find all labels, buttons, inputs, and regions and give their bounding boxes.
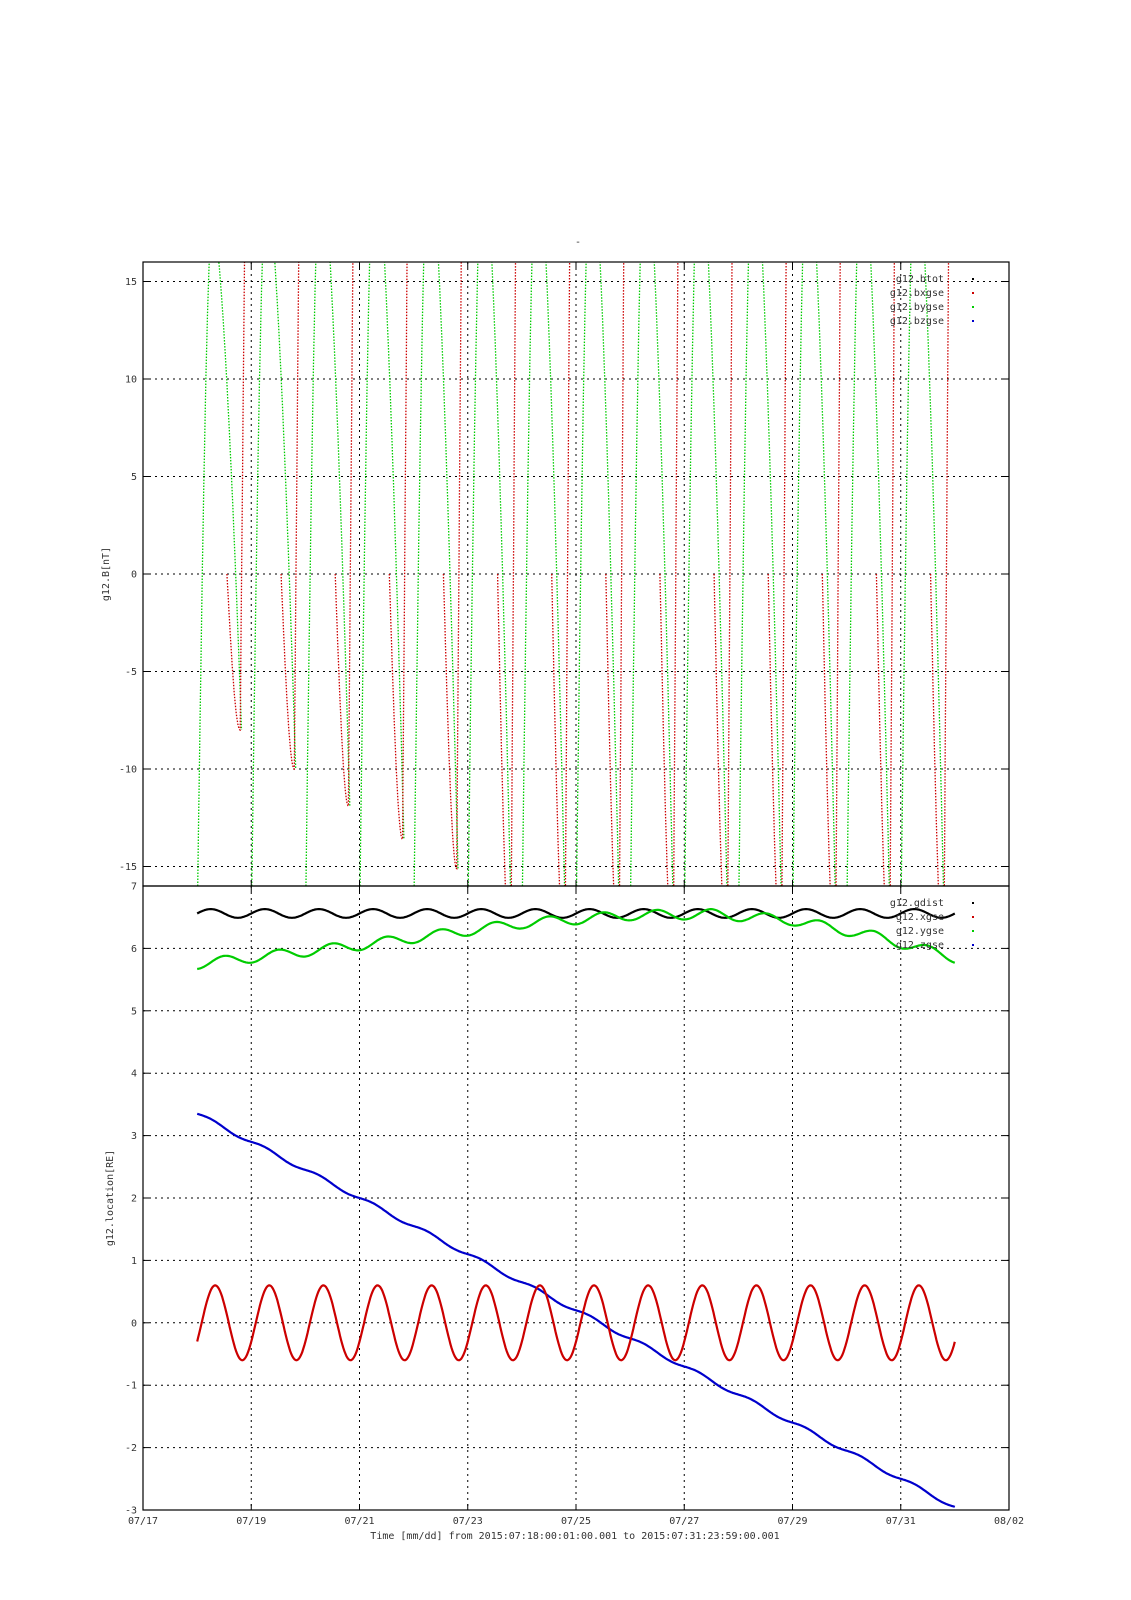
legend-label: g12.xgse xyxy=(896,912,944,923)
x-tick-label: 07/31 xyxy=(886,1516,916,1527)
x-tick-label: 07/19 xyxy=(236,1516,266,1527)
legend-label: g12.ygse xyxy=(896,926,944,937)
legend-label: g12.bxgse xyxy=(890,288,944,299)
y-tick-label: -3 xyxy=(125,1506,137,1517)
series-g12-ygse xyxy=(196,908,956,971)
series-g12-bxgse xyxy=(226,262,950,886)
y-tick-label: 5 xyxy=(131,472,137,483)
bottom-panel-y-axis-label: g12.location[RE] xyxy=(105,1150,116,1246)
top-panel-grid xyxy=(143,262,1009,886)
legend-label: g12.gdist xyxy=(890,898,944,909)
top-panel-series xyxy=(197,262,950,886)
y-tick-label: 7 xyxy=(131,882,137,893)
top-panel-plot-area xyxy=(197,262,950,886)
x-tick-label: 07/29 xyxy=(777,1516,807,1527)
location-panel: -3 -2 -1 0 1 2 3 4 5 6 7 g12.gdist g12.xgse g12.ygse… xyxy=(105,882,1010,1517)
legend-marker xyxy=(972,902,974,904)
top-panel-ticks: -15 -10 -5 0 5 10 15 xyxy=(119,262,1010,886)
figure-title: - xyxy=(575,237,581,248)
y-tick-label: 10 xyxy=(125,375,137,386)
y-tick-label: 3 xyxy=(131,1131,137,1142)
legend-marker xyxy=(972,944,974,946)
y-tick-label: 6 xyxy=(131,944,137,955)
top-panel-legend: g12.btot g12.bxgse g12.bygse g12.bzgse xyxy=(890,274,974,327)
y-tick-label: -10 xyxy=(119,765,137,776)
y-tick-label: 1 xyxy=(131,1256,137,1267)
bottom-panel-legend: g12.gdist g12.xgse g12.ygse g12.zgse xyxy=(890,898,974,951)
legend-marker xyxy=(972,930,974,932)
top-panel-y-axis-label: g12.B[nT] xyxy=(101,547,112,601)
y-tick-label: -15 xyxy=(119,862,137,873)
y-tick-label: 5 xyxy=(131,1006,137,1017)
y-tick-label: 0 xyxy=(131,570,137,581)
legend-marker xyxy=(972,292,974,294)
y-tick-label: 4 xyxy=(131,1069,137,1080)
y-tick-label: 0 xyxy=(131,1318,137,1329)
magnetic-field-panel: -15 -10 -5 0 5 10 15 g12.btot g12.bxgse g12.bygs… xyxy=(101,261,1010,887)
bottom-panel-grid xyxy=(143,886,1009,1510)
legend-label: g12.btot xyxy=(896,274,944,285)
y-tick-label: -5 xyxy=(125,667,137,678)
legend-label: g12.zgse xyxy=(896,940,944,951)
series-g12-xgse xyxy=(196,1284,956,1362)
legend-label: g12.bzgse xyxy=(890,316,944,327)
series-g12-gdist xyxy=(196,908,956,919)
x-axis-tick-labels: 07/17 07/19 07/21 07/23 07/25 07/27 07/29 07/31… xyxy=(128,1516,1024,1527)
x-tick-label: 07/27 xyxy=(669,1516,699,1527)
legend-marker xyxy=(972,916,974,918)
x-tick-label: 07/25 xyxy=(561,1516,591,1527)
x-tick-label: 08/02 xyxy=(994,1516,1024,1527)
y-tick-label: 15 xyxy=(125,277,137,288)
x-axis-label: Time [mm/dd] from 2015:07:18:00:01:00.00… xyxy=(370,1531,779,1542)
series-g12-zgse xyxy=(196,1112,956,1508)
bottom-panel-series xyxy=(196,908,956,1508)
series-g12-bygse xyxy=(197,262,945,886)
y-tick-label: -2 xyxy=(125,1443,137,1454)
x-tick-label: 07/21 xyxy=(344,1516,374,1527)
x-tick-label: 07/17 xyxy=(128,1516,158,1527)
legend-marker xyxy=(972,320,974,322)
legend-marker xyxy=(972,306,974,308)
y-tick-label: 2 xyxy=(131,1194,137,1205)
y-tick-label: -1 xyxy=(125,1381,137,1392)
x-tick-label: 07/23 xyxy=(453,1516,483,1527)
legend-label: g12.bygse xyxy=(890,302,944,313)
legend-marker xyxy=(972,278,974,280)
bottom-panel-ticks: -3 -2 -1 0 1 2 3 4 5 6 7 xyxy=(125,882,1010,1517)
